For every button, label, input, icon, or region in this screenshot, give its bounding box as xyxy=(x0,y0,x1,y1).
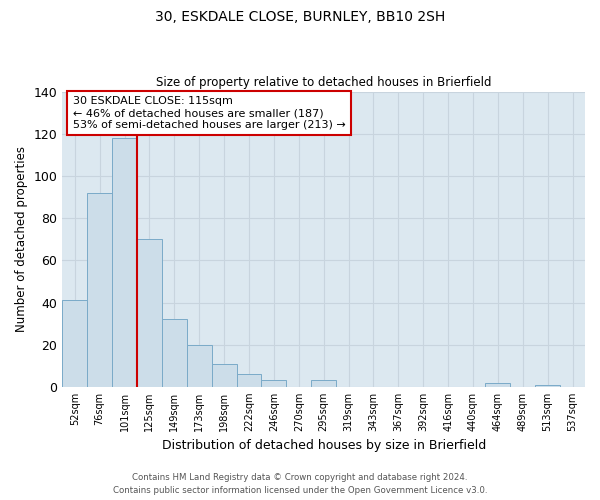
Bar xyxy=(87,193,112,387)
Bar xyxy=(137,240,162,387)
Bar xyxy=(187,344,212,387)
Bar xyxy=(485,382,511,387)
Bar xyxy=(535,384,560,387)
Title: Size of property relative to detached houses in Brierfield: Size of property relative to detached ho… xyxy=(156,76,491,90)
Bar xyxy=(62,300,87,387)
Bar xyxy=(236,374,262,387)
Bar xyxy=(311,380,336,387)
X-axis label: Distribution of detached houses by size in Brierfield: Distribution of detached houses by size … xyxy=(161,440,486,452)
Y-axis label: Number of detached properties: Number of detached properties xyxy=(15,146,28,332)
Text: 30 ESKDALE CLOSE: 115sqm
← 46% of detached houses are smaller (187)
53% of semi-: 30 ESKDALE CLOSE: 115sqm ← 46% of detach… xyxy=(73,96,346,130)
Bar xyxy=(162,320,187,387)
Bar xyxy=(262,380,286,387)
Bar xyxy=(212,364,236,387)
Bar xyxy=(112,138,137,387)
Text: Contains HM Land Registry data © Crown copyright and database right 2024.
Contai: Contains HM Land Registry data © Crown c… xyxy=(113,474,487,495)
Text: 30, ESKDALE CLOSE, BURNLEY, BB10 2SH: 30, ESKDALE CLOSE, BURNLEY, BB10 2SH xyxy=(155,10,445,24)
